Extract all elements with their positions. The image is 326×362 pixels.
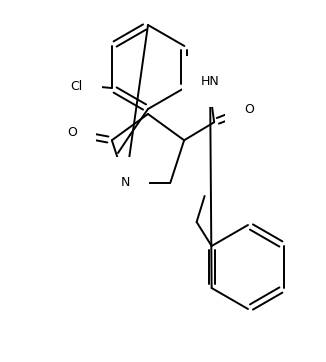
Text: HN: HN [201, 75, 219, 88]
Text: O: O [244, 103, 254, 116]
Text: O: O [67, 126, 77, 139]
Text: Cl: Cl [70, 80, 83, 93]
Text: N: N [121, 176, 130, 189]
